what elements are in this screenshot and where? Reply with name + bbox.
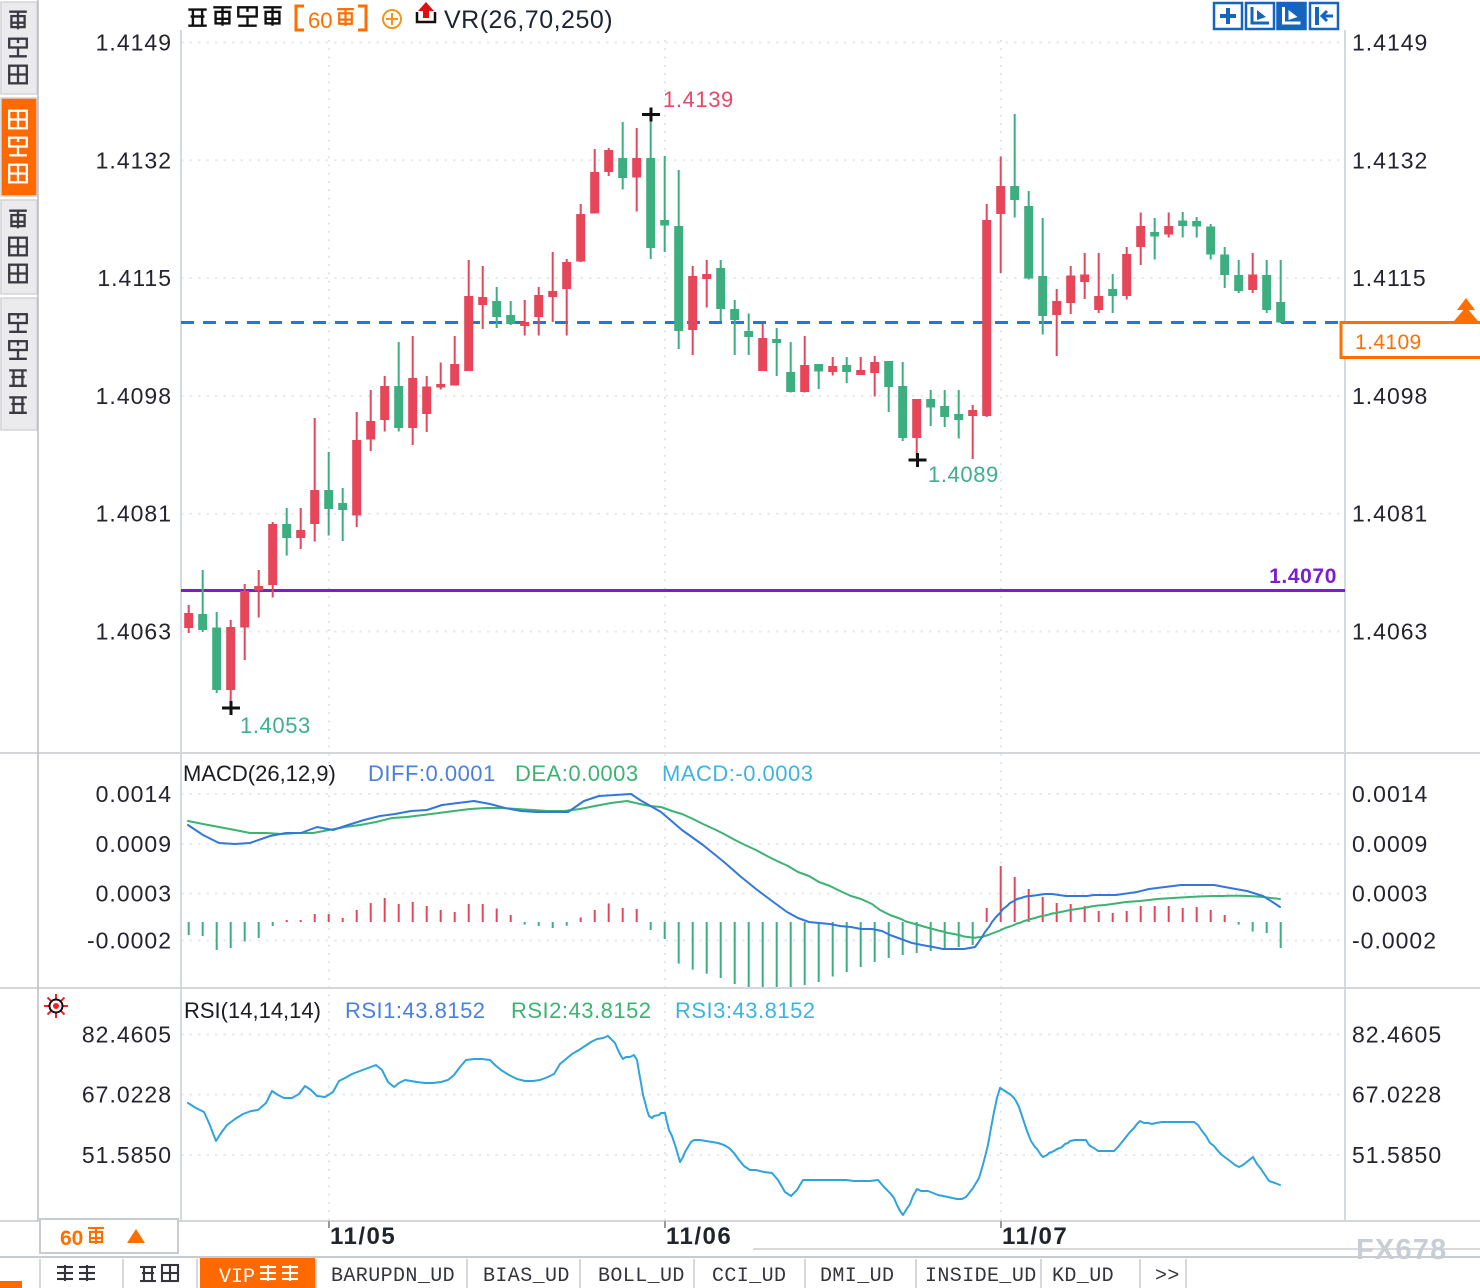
svg-text:1.4132: 1.4132 bbox=[96, 147, 172, 173]
svg-text:BARUPDN_UD: BARUPDN_UD bbox=[331, 1265, 455, 1288]
svg-text:1.4149: 1.4149 bbox=[1352, 30, 1428, 56]
svg-text:67.0228: 67.0228 bbox=[1352, 1082, 1442, 1108]
svg-text:11/05: 11/05 bbox=[330, 1223, 396, 1250]
svg-text:VIP: VIP bbox=[219, 1266, 255, 1288]
svg-text:1.4081: 1.4081 bbox=[96, 501, 172, 527]
svg-text:0.0003: 0.0003 bbox=[96, 881, 172, 907]
svg-text:CCI_UD: CCI_UD bbox=[712, 1265, 786, 1288]
svg-text:1.4063: 1.4063 bbox=[1352, 619, 1428, 645]
svg-text:0.0014: 0.0014 bbox=[96, 781, 172, 807]
svg-text:DMI_UD: DMI_UD bbox=[820, 1265, 894, 1288]
svg-text:60: 60 bbox=[60, 1227, 83, 1250]
svg-text:1.4115: 1.4115 bbox=[97, 265, 172, 291]
svg-text:67.0228: 67.0228 bbox=[82, 1082, 172, 1108]
svg-text:1.4053: 1.4053 bbox=[240, 713, 311, 738]
svg-text:DEA:0.0003: DEA:0.0003 bbox=[515, 761, 639, 786]
svg-text:1.4063: 1.4063 bbox=[96, 619, 172, 645]
svg-text:60: 60 bbox=[308, 8, 332, 33]
svg-text:1.4109: 1.4109 bbox=[1355, 331, 1422, 354]
svg-text:KD_UD: KD_UD bbox=[1052, 1265, 1114, 1288]
svg-text:DIFF:0.0001: DIFF:0.0001 bbox=[368, 761, 496, 786]
svg-text:-0.0002: -0.0002 bbox=[1352, 928, 1437, 954]
svg-text:1.4132: 1.4132 bbox=[1352, 147, 1428, 173]
svg-text:1.4070: 1.4070 bbox=[1269, 565, 1337, 588]
svg-text:1.4098: 1.4098 bbox=[96, 383, 172, 409]
svg-text:0.0014: 0.0014 bbox=[1352, 781, 1428, 807]
svg-text:>>: >> bbox=[1155, 1265, 1180, 1288]
svg-text:0.0009: 0.0009 bbox=[1352, 831, 1428, 857]
svg-text:1.4081: 1.4081 bbox=[1352, 501, 1428, 527]
svg-text:VR(26,70,250): VR(26,70,250) bbox=[444, 6, 613, 34]
svg-text:51.5850: 51.5850 bbox=[82, 1142, 172, 1168]
svg-text:1.4089: 1.4089 bbox=[928, 462, 999, 487]
svg-text:INSIDE_UD: INSIDE_UD bbox=[925, 1265, 1037, 1288]
svg-text:BOLL_UD: BOLL_UD bbox=[598, 1265, 685, 1288]
svg-text:MACD(26,12,9): MACD(26,12,9) bbox=[183, 761, 336, 786]
svg-text:1.4139: 1.4139 bbox=[663, 87, 734, 112]
svg-text:RSI2:43.8152: RSI2:43.8152 bbox=[511, 998, 652, 1023]
svg-text:0.0003: 0.0003 bbox=[1352, 881, 1428, 907]
svg-text:0.0009: 0.0009 bbox=[96, 831, 172, 857]
svg-text:51.5850: 51.5850 bbox=[1352, 1142, 1442, 1168]
svg-text:-0.0002: -0.0002 bbox=[87, 928, 172, 954]
svg-text:RSI(14,14,14): RSI(14,14,14) bbox=[184, 998, 321, 1023]
svg-text:RSI3:43.8152: RSI3:43.8152 bbox=[675, 998, 816, 1023]
svg-text:82.4605: 82.4605 bbox=[82, 1022, 172, 1048]
svg-text:1.4115: 1.4115 bbox=[1352, 265, 1427, 291]
svg-text:11/06: 11/06 bbox=[666, 1223, 732, 1250]
svg-text:1.4098: 1.4098 bbox=[1352, 383, 1428, 409]
svg-text:11/07: 11/07 bbox=[1002, 1223, 1068, 1250]
svg-text:BIAS_UD: BIAS_UD bbox=[483, 1265, 570, 1288]
svg-text:1.4149: 1.4149 bbox=[96, 30, 172, 56]
svg-text:RSI1:43.8152: RSI1:43.8152 bbox=[345, 998, 486, 1023]
svg-text:MACD:-0.0003: MACD:-0.0003 bbox=[662, 761, 814, 786]
svg-text:82.4605: 82.4605 bbox=[1352, 1022, 1442, 1048]
svg-text:FX678: FX678 bbox=[1356, 1234, 1447, 1266]
